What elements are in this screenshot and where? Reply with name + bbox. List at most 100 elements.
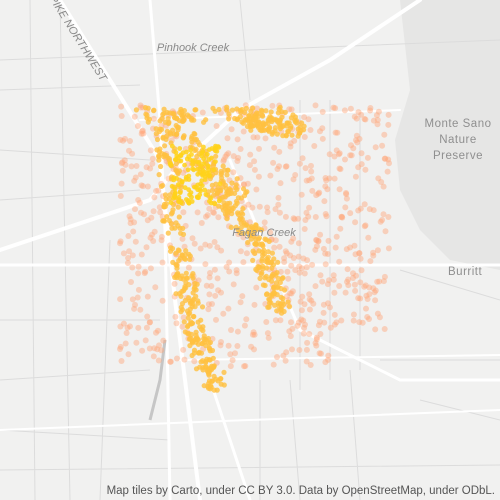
density-dots [117, 102, 392, 393]
dot [210, 105, 216, 111]
dot [270, 159, 277, 166]
dot [180, 231, 187, 237]
dot [286, 304, 293, 310]
dot [357, 295, 364, 302]
dot [238, 220, 244, 226]
dot [272, 237, 279, 244]
dot [216, 198, 222, 204]
dot [151, 194, 158, 201]
dot [129, 296, 136, 303]
dot [253, 284, 260, 291]
dot [306, 204, 313, 211]
dot [386, 160, 392, 167]
dot [283, 349, 290, 356]
dot [184, 156, 190, 162]
dot [246, 115, 253, 121]
dot [356, 250, 363, 257]
dot [244, 180, 251, 187]
dot [173, 131, 179, 138]
dot [185, 315, 191, 321]
dot [175, 272, 181, 278]
dot [132, 174, 139, 181]
dot [234, 328, 241, 335]
dot [169, 245, 176, 252]
dot [120, 320, 127, 327]
dot [268, 260, 274, 266]
dot [344, 266, 351, 273]
dot [301, 226, 308, 232]
dot [131, 219, 138, 226]
dot [158, 163, 164, 170]
dot [385, 156, 392, 163]
dot [331, 175, 338, 182]
dot [248, 343, 255, 350]
dot [275, 276, 282, 282]
dot [282, 248, 289, 255]
dot [192, 304, 198, 310]
dot [211, 209, 217, 216]
dot [337, 166, 344, 173]
dot [155, 357, 162, 364]
dot [157, 126, 163, 132]
dot [156, 172, 162, 178]
dot [271, 244, 278, 251]
dot [300, 255, 307, 262]
dot [162, 143, 168, 149]
dot [189, 273, 195, 279]
dot [211, 387, 217, 393]
dot [322, 261, 329, 268]
dot [358, 161, 365, 168]
dot [315, 190, 322, 197]
dot [338, 213, 345, 220]
dot [178, 309, 184, 315]
dot [129, 264, 136, 271]
dot [208, 283, 215, 289]
dot [312, 340, 319, 346]
dot [155, 327, 161, 334]
dot [324, 186, 331, 193]
dot [275, 194, 282, 201]
dot [318, 350, 324, 357]
dot [374, 247, 381, 254]
dot [362, 222, 369, 229]
dot [277, 180, 284, 187]
dot [158, 233, 165, 240]
dot [366, 206, 373, 213]
dot [258, 227, 265, 233]
dot [289, 132, 295, 138]
dot [235, 154, 242, 161]
dot [178, 106, 184, 112]
dot [179, 235, 186, 242]
dot [140, 130, 147, 137]
dot [201, 161, 207, 167]
dot [183, 270, 189, 276]
dot [232, 115, 238, 122]
dot [175, 247, 181, 253]
dot [274, 354, 280, 360]
dot [186, 177, 192, 182]
dot [157, 209, 164, 216]
dot [352, 251, 359, 258]
dot [287, 333, 294, 340]
place-label: Preserve [433, 150, 483, 162]
dot [309, 187, 316, 194]
dot [243, 190, 249, 196]
dot [380, 278, 387, 285]
dot [351, 242, 358, 249]
dot [189, 235, 196, 242]
dot [118, 358, 125, 364]
dot [253, 186, 260, 193]
dot [255, 264, 261, 270]
dot [287, 252, 294, 259]
dot [361, 283, 368, 290]
dot [167, 358, 174, 365]
dot [128, 279, 134, 285]
dot [202, 241, 209, 248]
dot [234, 158, 241, 164]
dot [243, 250, 250, 257]
dot [207, 270, 213, 276]
dot [353, 115, 360, 122]
dot [269, 102, 276, 109]
dot [135, 324, 142, 331]
dot [302, 217, 309, 223]
